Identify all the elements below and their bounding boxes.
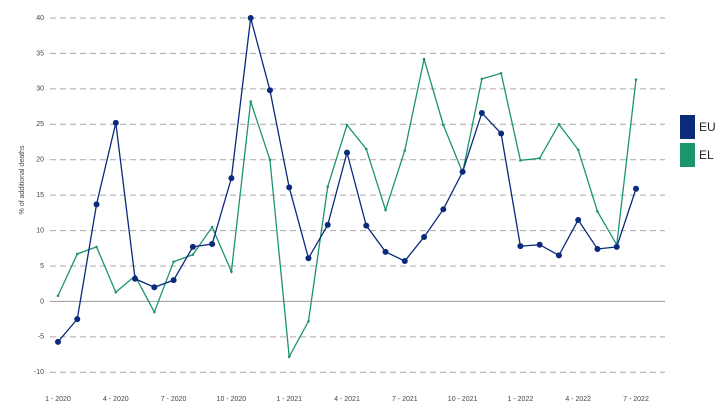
- data-point: [286, 184, 293, 191]
- data-point: [345, 123, 349, 127]
- y-tick-label: 20: [36, 157, 44, 164]
- legend-label: EL: [699, 148, 714, 162]
- data-point: [575, 216, 582, 223]
- data-point: [287, 355, 291, 358]
- x-tick-label: 10 - 2020: [217, 396, 247, 403]
- x-tick-label: 1 - 2020: [45, 396, 71, 403]
- data-point: [363, 222, 370, 229]
- y-tick-label: 30: [36, 86, 44, 93]
- data-point: [56, 294, 60, 298]
- x-tick-label: 4 - 2022: [565, 396, 591, 403]
- data-point: [633, 185, 639, 192]
- legend-label: EU: [699, 120, 716, 134]
- data-point: [230, 270, 233, 273]
- data-point: [170, 277, 177, 284]
- y-tick-label: 25: [36, 121, 44, 128]
- data-point: [326, 185, 330, 188]
- data-point: [210, 225, 214, 229]
- data-point: [557, 122, 561, 126]
- y-tick-label: 40: [36, 15, 44, 22]
- legend-swatch: [680, 143, 695, 167]
- data-point: [344, 149, 350, 156]
- data-point: [613, 243, 620, 250]
- series-line: [57, 58, 637, 359]
- data-point: [576, 148, 580, 152]
- data-point: [74, 316, 81, 323]
- data-point: [478, 109, 485, 116]
- data-point: [382, 248, 389, 255]
- data-point: [93, 201, 100, 208]
- data-point: [364, 147, 368, 151]
- data-point: [517, 243, 524, 250]
- data-point: [421, 233, 428, 240]
- data-point: [596, 210, 599, 213]
- data-point: [384, 208, 387, 212]
- data-point: [422, 57, 426, 61]
- data-point: [536, 241, 543, 248]
- data-point: [440, 206, 447, 213]
- data-point: [151, 284, 158, 291]
- data-point: [519, 159, 522, 162]
- data-point: [247, 15, 254, 21]
- y-tick-label: 15: [36, 192, 44, 199]
- data-point: [114, 290, 118, 294]
- data-point: [95, 245, 98, 249]
- y-tick-label: 0: [40, 298, 44, 305]
- y-tick-label: 10: [36, 227, 44, 234]
- data-point: [268, 158, 272, 162]
- y-axis-label: % of additional deaths: [19, 145, 26, 214]
- legend-swatch: [680, 115, 695, 139]
- data-point: [459, 168, 466, 175]
- data-point: [249, 100, 252, 103]
- data-point: [189, 243, 196, 250]
- data-point: [153, 310, 156, 314]
- y-tick-label: -5: [38, 334, 44, 341]
- y-tick-label: -10: [34, 369, 44, 376]
- x-tick-label: 7 - 2022: [623, 396, 649, 403]
- data-point: [442, 123, 445, 127]
- x-tick-label: 1 - 2021: [276, 396, 302, 403]
- data-point: [132, 275, 139, 282]
- data-point: [209, 241, 216, 248]
- data-point: [172, 260, 175, 264]
- data-point: [307, 319, 310, 323]
- data-point: [634, 78, 638, 81]
- data-point: [594, 245, 601, 252]
- data-point: [266, 87, 273, 94]
- data-point: [191, 253, 195, 256]
- data-point: [112, 119, 119, 126]
- data-point: [538, 156, 541, 160]
- x-tick-label: 7 - 2020: [161, 396, 187, 403]
- data-point: [555, 252, 562, 259]
- x-tick-label: 1 - 2022: [508, 396, 534, 403]
- x-tick-label: 10 - 2021: [448, 396, 478, 403]
- y-tick-label: 35: [36, 50, 44, 57]
- data-point: [75, 252, 79, 256]
- data-point: [228, 175, 235, 182]
- data-point: [305, 255, 312, 262]
- x-tick-label: 7 - 2021: [392, 396, 418, 403]
- data-point: [401, 258, 408, 265]
- data-point: [324, 221, 331, 228]
- data-point: [498, 130, 505, 137]
- x-tick-label: 4 - 2021: [334, 396, 360, 403]
- data-point: [403, 149, 407, 152]
- data-point: [499, 71, 503, 75]
- data-point: [480, 77, 484, 81]
- x-tick-label: 4 - 2020: [103, 396, 129, 403]
- y-tick-label: 5: [40, 263, 44, 270]
- data-point: [55, 338, 61, 345]
